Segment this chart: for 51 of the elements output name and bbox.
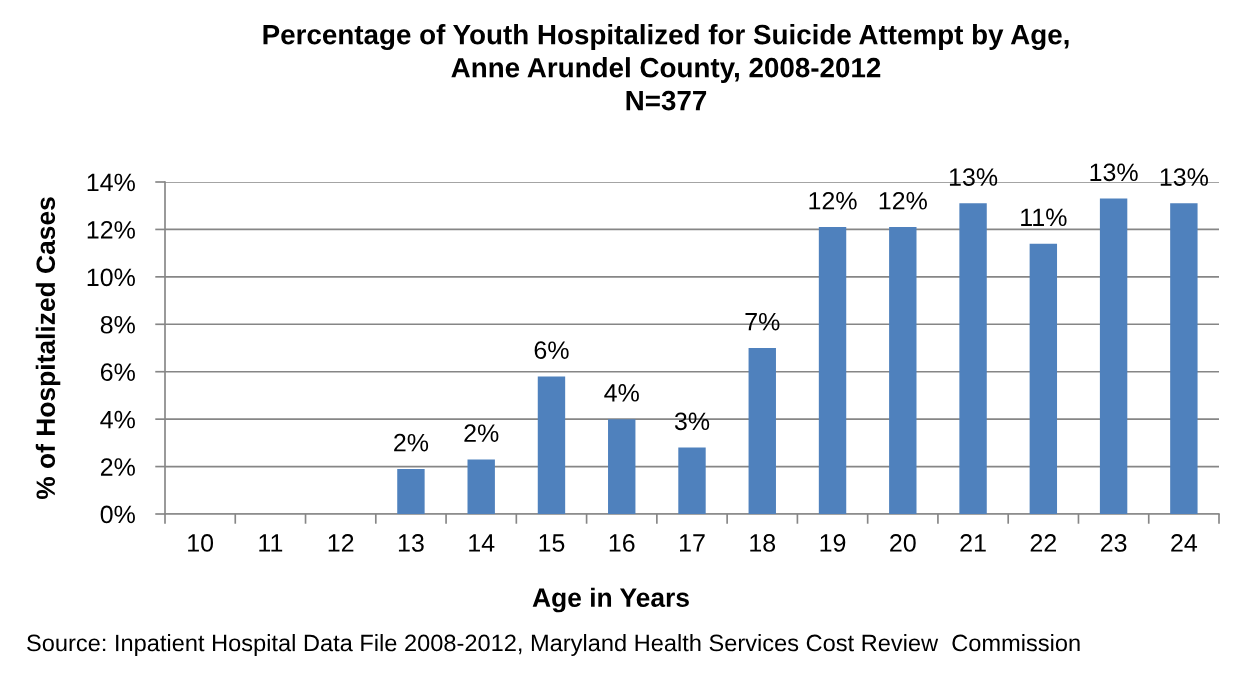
x-tick-label: 18 [750,534,776,552]
source-note: Source: Inpatient Hospital Data File 2008-2012, Maryland Health Services Cost Review Commission [27,633,1080,656]
data-label: 12% [809,191,857,210]
x-tick-label: 22 [1030,534,1056,552]
y-tick-label: 8% [100,315,135,334]
x-tick-label: 24 [1171,534,1198,552]
data-label: 2% [394,433,429,452]
y-tick-label: 12% [87,221,135,239]
bar [1029,243,1058,514]
y-tick-label: 6% [100,363,135,382]
x-tick-label: 11 [259,534,283,552]
x-tick-label: 14 [469,534,495,552]
data-label: 11% [1021,208,1067,227]
data-label: 3% [674,412,710,431]
y-tick-label: 4% [100,410,135,429]
bar [608,419,636,514]
bar [397,468,425,514]
x-tick-label: 15 [539,534,565,552]
bar [678,447,706,514]
y-tick-label: 14% [87,173,135,192]
y-axis-title: % of Hospitalized Cases [35,197,61,500]
data-label: 13% [1160,168,1208,186]
data-label: 6% [534,341,569,360]
data-label: 4% [604,384,639,402]
bar [467,459,495,514]
data-label: 7% [745,312,780,331]
bar [818,227,847,514]
bar [1170,203,1198,514]
bar [889,227,917,514]
x-tick-label: 10 [188,534,214,552]
x-tick-label: 17 [680,534,705,552]
chart-title: Percentage of Youth Hospitalized for Suicide Attempt by Age, Anne Arundel County, 2008-2012 N=377 [263,24,1069,111]
data-label: 12% [879,191,927,210]
bar [959,203,987,514]
x-tick-label: 23 [1100,534,1127,552]
x-tick-label: 12 [328,534,354,552]
data-label: 2% [464,424,499,442]
data-label: 13% [949,168,998,186]
bar [537,376,566,514]
x-tick-label: 20 [890,534,916,552]
x-tick-label: 21 [960,534,986,552]
data-label: 13% [1090,163,1138,182]
x-tick-label: 19 [820,534,846,552]
bar [748,348,776,514]
y-tick-label: 2% [100,458,135,476]
y-tick-label: 0% [100,505,135,524]
y-tick-label: 10% [87,268,135,287]
x-tick-label: 16 [609,534,635,552]
bar [1099,198,1128,514]
x-axis-title: Age in Years [532,587,689,613]
x-tick-label: 13 [398,534,424,552]
